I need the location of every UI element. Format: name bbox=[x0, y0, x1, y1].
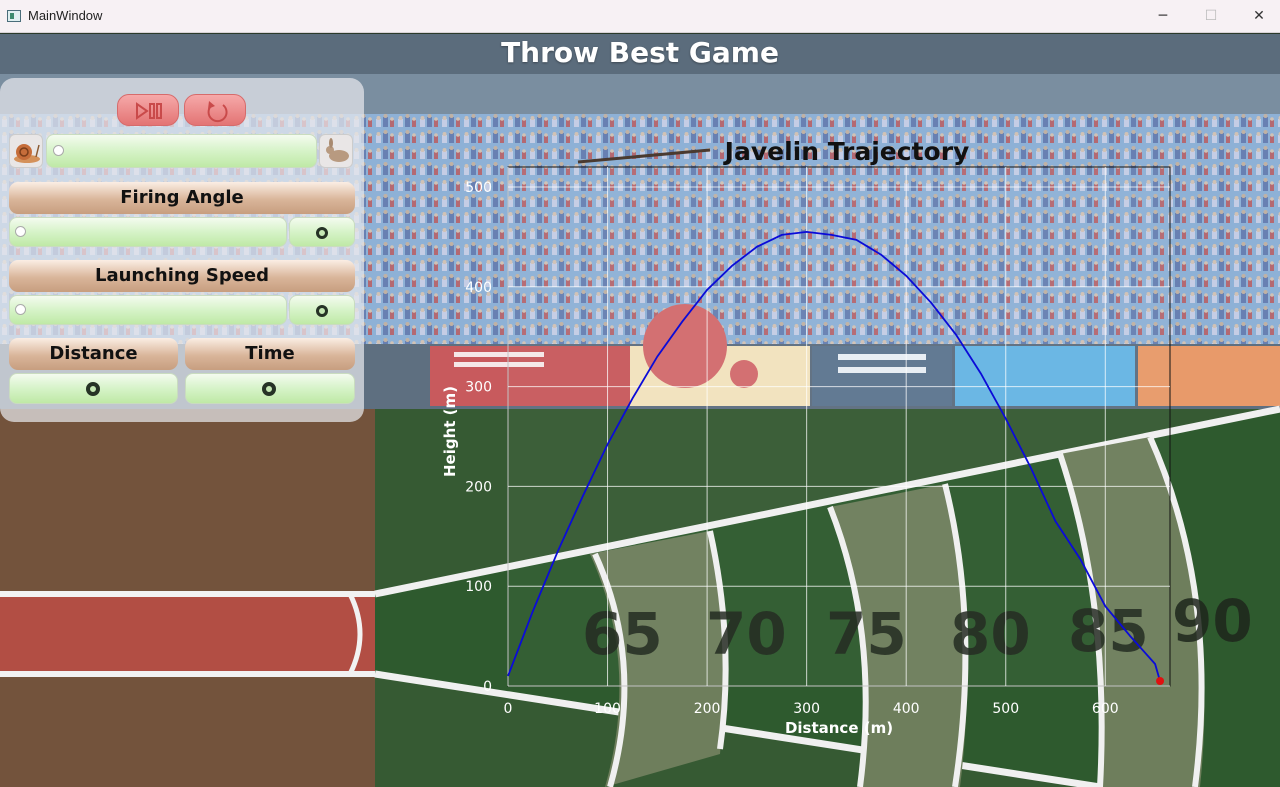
launching-speed-value bbox=[289, 295, 355, 325]
firing-angle-value bbox=[289, 217, 355, 247]
field-marker-85: 85 bbox=[1068, 597, 1149, 665]
firing-angle-label: Firing Angle bbox=[9, 182, 355, 214]
maximize-button[interactable]: ☐ bbox=[1204, 8, 1218, 24]
chart-title: Javelin Trajectory bbox=[723, 137, 970, 166]
rabbit-icon bbox=[326, 138, 349, 162]
time-indicator bbox=[262, 382, 276, 396]
play-pause-button[interactable] bbox=[117, 94, 179, 126]
distance-value bbox=[9, 373, 178, 404]
launching-speed-label: Launching Speed bbox=[9, 260, 355, 292]
firing-angle-indicator bbox=[316, 227, 328, 239]
game-title: Throw Best Game bbox=[501, 36, 779, 69]
y-tick-label: 0 bbox=[483, 679, 492, 695]
time-label: Time bbox=[185, 338, 355, 370]
slow-speed-button[interactable] bbox=[9, 134, 43, 168]
launching-speed-indicator bbox=[316, 305, 328, 317]
distance-indicator bbox=[86, 382, 100, 396]
fast-speed-button[interactable] bbox=[319, 134, 353, 168]
time-value bbox=[185, 373, 355, 404]
y-tick-label: 500 bbox=[465, 180, 492, 196]
reset-button[interactable] bbox=[184, 94, 246, 126]
window-title: MainWindow bbox=[28, 8, 103, 23]
x-tick-label: 200 bbox=[694, 701, 721, 717]
distance-label: Distance bbox=[9, 338, 178, 370]
field-marker-75: 75 bbox=[826, 600, 907, 668]
control-panel: Firing Angle Launching Speed Distance Ti… bbox=[0, 78, 364, 422]
field-marker-65: 65 bbox=[582, 600, 663, 668]
y-tick-label: 200 bbox=[465, 479, 492, 495]
y-axis-label: Height (m) bbox=[441, 386, 459, 477]
play-pause-icon bbox=[136, 102, 162, 120]
speed-slider-handle[interactable] bbox=[53, 145, 64, 156]
x-tick-label: 500 bbox=[992, 701, 1019, 717]
firing-angle-slider[interactable] bbox=[9, 217, 287, 247]
x-tick-label: 0 bbox=[504, 701, 513, 717]
field-marker-70: 70 bbox=[706, 600, 787, 668]
firing-angle-slider-handle[interactable] bbox=[15, 226, 26, 237]
landing-point bbox=[1156, 677, 1165, 686]
app-icon bbox=[7, 10, 21, 22]
reset-icon bbox=[207, 101, 228, 123]
launching-speed-slider[interactable] bbox=[9, 295, 287, 325]
x-tick-label: 100 bbox=[594, 701, 621, 717]
close-button[interactable]: ✕ bbox=[1253, 8, 1265, 24]
x-tick-label: 400 bbox=[893, 701, 920, 717]
launching-speed-slider-handle[interactable] bbox=[15, 304, 26, 315]
field-marker-90: 90 bbox=[1172, 587, 1253, 655]
x-axis-label: Distance (m) bbox=[785, 719, 893, 737]
trajectory-line bbox=[507, 230, 1161, 682]
speed-slider[interactable] bbox=[46, 134, 317, 168]
snail-icon bbox=[14, 144, 40, 163]
window-titlebar: MainWindow ─ ☐ ✕ bbox=[0, 0, 1280, 33]
y-tick-label: 100 bbox=[465, 579, 492, 595]
minimize-button[interactable]: ─ bbox=[1158, 8, 1168, 24]
x-tick-label: 300 bbox=[793, 701, 820, 717]
x-tick-label: 600 bbox=[1092, 701, 1119, 717]
field-marker-80: 80 bbox=[950, 600, 1031, 668]
y-tick-label: 300 bbox=[465, 380, 492, 396]
y-tick-label: 400 bbox=[465, 280, 492, 296]
